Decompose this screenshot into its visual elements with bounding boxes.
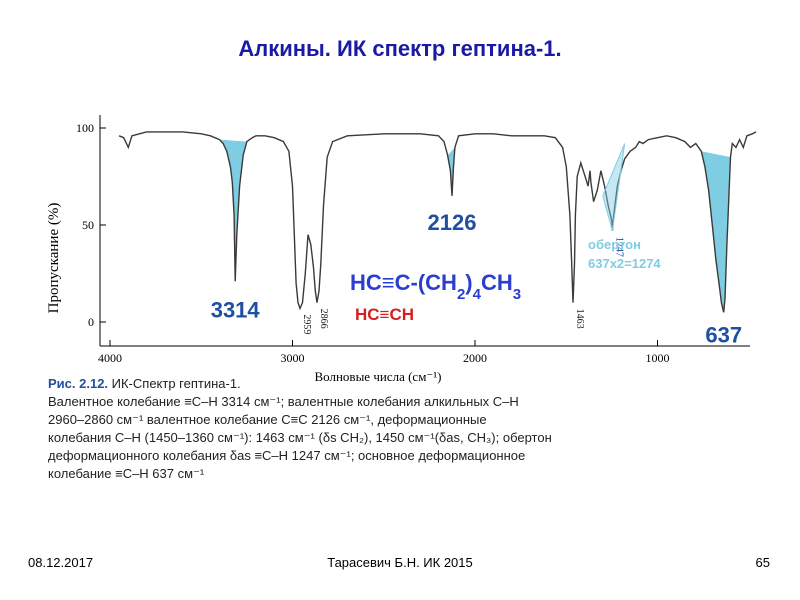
heptyne-formula: HC≡C-(CH2)4CH3	[350, 270, 521, 303]
y-tick-label: 50	[82, 218, 94, 232]
caption-label: Рис. 2.12.	[48, 376, 109, 391]
footer-date: 08.12.2017	[28, 555, 94, 570]
peak-label-2866: 2866	[318, 309, 329, 329]
peak-label-1463: 1463	[574, 309, 585, 329]
caption-text: Валентное колебание ≡C–H 3314 см⁻¹; вале…	[48, 394, 552, 481]
caption-heading: ИК-Спектр гептина-1.	[108, 376, 241, 391]
axis-ticks: 4000 3000 2000 1000 0 50 100	[76, 121, 670, 365]
band-3314-fill	[219, 139, 247, 282]
peak-label-637: 637	[705, 322, 742, 347]
overtone-note-line1: обертон	[588, 237, 641, 252]
overtone-note-line2: 637x2=1274	[588, 256, 661, 271]
footer-page-number: 65	[755, 555, 770, 570]
peak-label-2126: 2126	[428, 210, 477, 235]
x-tick-label: 3000	[281, 351, 305, 365]
spectrum-line	[118, 131, 757, 313]
x-tick-label: 1000	[646, 351, 670, 365]
y-tick-label: 0	[88, 315, 94, 329]
y-axis-label: Пропускание (%)	[46, 203, 62, 314]
peak-label-1247: 1247	[613, 237, 624, 257]
slide-title: Алкины. ИК спектр гептина-1.	[238, 36, 562, 61]
overtone-marker	[602, 143, 626, 231]
acetylene-formula: HC≡CH	[355, 305, 414, 324]
y-tick-label: 100	[76, 121, 94, 135]
band-2126-fill	[447, 147, 455, 196]
peak-labels: 3314 2959 2866 2126 1463 1247 637	[211, 210, 742, 347]
figure-caption: Рис. 2.12. ИК-Спектр гептина-1. Валентно…	[48, 375, 688, 483]
x-tick-label: 2000	[463, 351, 487, 365]
peak-label-3314: 3314	[211, 297, 261, 322]
peak-label-2959: 2959	[301, 314, 312, 334]
peak-fills	[219, 139, 731, 313]
footer-author: Тарасевич Б.Н. ИК 2015	[327, 555, 473, 570]
x-tick-label: 4000	[98, 351, 122, 365]
overtone-triangle	[602, 143, 626, 231]
x-axis-label: Волновые числа (см⁻¹)	[314, 369, 441, 384]
band-637-fill	[701, 151, 731, 313]
